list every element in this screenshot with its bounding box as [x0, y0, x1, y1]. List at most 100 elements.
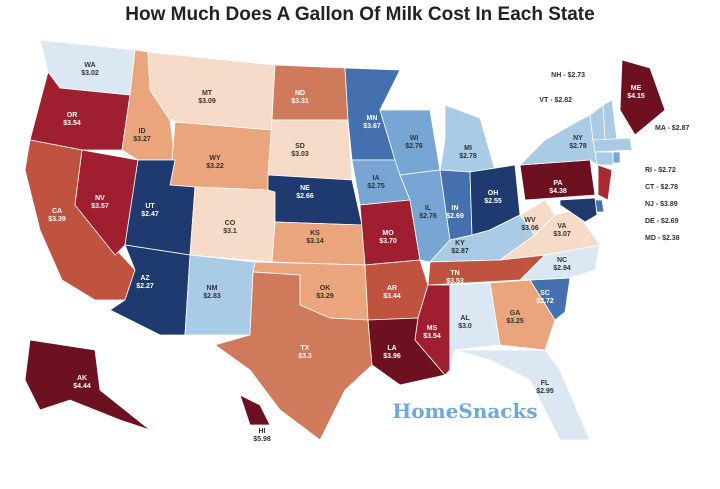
state-price: $2.27: [136, 283, 154, 290]
small-state: [602, 99, 618, 141]
state-price: $3.09: [198, 98, 216, 105]
state-abbr: OR: [67, 112, 78, 119]
state-abbr: MS: [427, 325, 438, 332]
state-abbr: SD: [295, 143, 305, 150]
state-price: $2.87: [451, 248, 469, 255]
state-price: $3.54: [63, 120, 81, 127]
state-price: $3.44: [383, 293, 401, 300]
state-price: $3.39: [48, 216, 66, 223]
state: [454, 349, 591, 441]
state-abbr: MT: [202, 90, 213, 97]
state-price: $4.15: [627, 93, 645, 100]
state-abbr: ME: [631, 85, 642, 92]
state-abbr: CO: [225, 220, 236, 227]
state-abbr: IN: [452, 205, 459, 212]
state-price: $5.98: [253, 436, 271, 443]
state-abbr: OH: [488, 190, 499, 197]
state-price: $3.96: [383, 353, 401, 360]
state-abbr: SC: [540, 290, 550, 297]
state: [239, 394, 271, 426]
state-abbr: NY: [573, 135, 583, 142]
state-abbr: LA: [387, 345, 396, 352]
state-price: $3.54: [423, 333, 441, 340]
state: [619, 59, 666, 136]
state-abbr: ID: [139, 128, 146, 135]
state-price: $3.14: [306, 238, 324, 245]
callout: MD - $2.38: [645, 235, 680, 242]
state-abbr: VA: [557, 223, 566, 230]
state-price: $3.22: [206, 163, 224, 170]
state: [267, 174, 363, 226]
state-price: $4.44: [73, 383, 91, 390]
callout: NJ - $3.89: [645, 201, 678, 208]
state-abbr: WI: [410, 135, 419, 142]
small-state: [559, 197, 598, 223]
state: [518, 114, 598, 166]
state-abbr: MN: [367, 115, 378, 122]
state: [24, 339, 151, 431]
state-abbr: WY: [209, 155, 221, 162]
state-price: $2.75: [367, 183, 385, 190]
state-abbr: PA: [553, 180, 562, 187]
state-price: $3.29: [316, 293, 334, 300]
map-title: How Much Does A Gallon Of Milk Cost In E…: [125, 4, 594, 25]
state: [214, 271, 373, 441]
callout: MA - $2.87: [655, 125, 689, 132]
state-abbr: HI: [259, 428, 266, 435]
state: [519, 199, 556, 236]
state-price: $2.78: [459, 153, 477, 160]
state-abbr: TN: [450, 270, 459, 277]
state: [169, 121, 273, 191]
state-abbr: MI: [464, 145, 472, 152]
state-price: $3.06: [521, 225, 539, 232]
state-abbr: FL: [541, 380, 550, 387]
state-price: $2.55: [484, 198, 502, 205]
state-price: $2.78: [569, 143, 587, 150]
state: [271, 64, 349, 121]
state: [267, 119, 353, 181]
state-abbr: NE: [300, 185, 310, 192]
state-price: $3.25: [506, 318, 524, 325]
state-price: $3.0: [458, 323, 472, 330]
state-price: $3.27: [133, 136, 151, 143]
state-price: $2.94: [553, 265, 571, 272]
state-abbr: IA: [373, 175, 380, 182]
state-abbr: KS: [310, 230, 320, 237]
state-price: $3.3: [298, 353, 312, 360]
state-price: $4.38: [549, 188, 567, 195]
state-abbr: WV: [524, 217, 536, 224]
state-abbr: IL: [425, 205, 432, 212]
state: [439, 104, 496, 173]
callout: NH - $2.73: [551, 72, 585, 79]
state-abbr: AK: [77, 375, 87, 382]
callout: CT - $2.78: [645, 184, 678, 191]
callout: DE - $2.69: [645, 218, 679, 225]
state-price: $3.57: [91, 203, 109, 210]
state-price: $3.53: [446, 278, 464, 285]
callout: VT - $2.82: [539, 97, 572, 104]
state-price: $3.31: [291, 98, 309, 105]
state-abbr: ND: [295, 90, 305, 97]
state-abbr: NM: [207, 285, 218, 292]
state-price: $3.70: [379, 238, 397, 245]
state: [489, 279, 556, 351]
state-price: $2.76: [405, 143, 423, 150]
state-abbr: TX: [301, 345, 310, 352]
state-abbr: WA: [84, 62, 95, 69]
state-price: $3.02: [81, 70, 99, 77]
state-abbr: MO: [382, 230, 394, 237]
small-state: [589, 104, 606, 141]
state-price: $3.03: [291, 151, 309, 158]
state-price: $3.67: [363, 123, 381, 130]
state-abbr: NV: [95, 195, 105, 202]
state-price: $2.47: [141, 211, 159, 218]
small-state: [594, 151, 614, 166]
small-state: [612, 151, 621, 164]
state-price: $2.69: [446, 213, 464, 220]
state-abbr: NC: [557, 257, 567, 264]
callout: RI - $2.72: [645, 167, 676, 174]
state-price: $3.1: [223, 228, 237, 235]
state-abbr: AL: [460, 315, 470, 322]
state-abbr: AR: [387, 285, 397, 292]
